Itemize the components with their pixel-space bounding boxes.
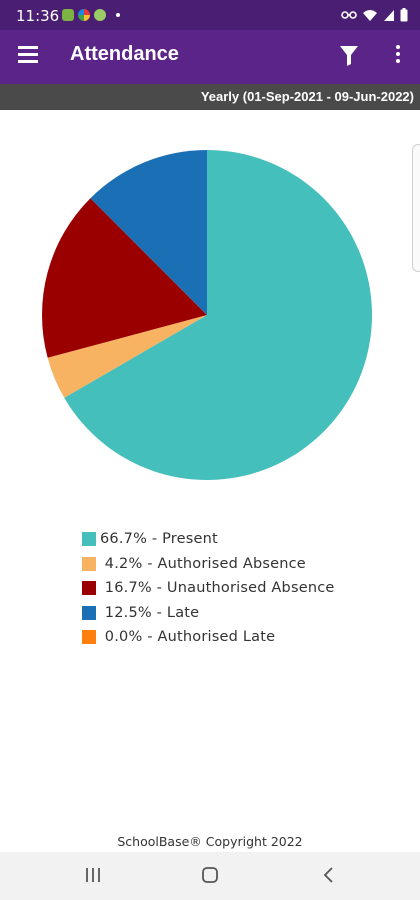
chart-legend: 66.7% - Present 4.2% - Authorised Absenc…: [82, 527, 335, 650]
legend-item: 66.7% - Present: [82, 527, 335, 552]
system-nav-bar: [0, 852, 420, 900]
legend-swatch: [82, 532, 96, 547]
hamburger-menu-icon[interactable]: [18, 46, 38, 63]
notification-icons: [62, 9, 120, 21]
legend-label: 66.7% - Present: [100, 531, 218, 548]
home-icon[interactable]: [201, 866, 219, 884]
signal-icon: [384, 9, 394, 21]
pie-slice-3[interactable]: [90, 150, 207, 315]
legend-label: 0.0% - Authorised Late: [100, 629, 276, 646]
attendance-pie-chart: [0, 110, 420, 510]
recent-apps-icon[interactable]: [84, 866, 102, 884]
pie-slice-1[interactable]: [47, 315, 208, 398]
system-icons: [341, 8, 408, 22]
legend-label: 12.5% - Late: [100, 604, 200, 621]
legend-label: 4.2% - Authorised Absence: [100, 555, 306, 572]
pie-chart-svg: [42, 150, 373, 480]
copyright-text: SchoolBase® Copyright 2022: [117, 834, 303, 849]
edge-panel-handle[interactable]: [412, 144, 420, 272]
status-bar: 11:36: [0, 0, 420, 30]
wifi-icon: [363, 9, 377, 21]
page-title: Attendance: [70, 43, 179, 65]
legend-swatch: [82, 581, 96, 596]
legend-item: 12.5% - Late: [82, 601, 335, 626]
period-label[interactable]: Yearly (01-Sep-2021 - 09-Jun-2022): [200, 89, 414, 104]
app-notification-icon: [94, 9, 106, 21]
legend-swatch: [82, 630, 96, 645]
legend-swatch: [82, 556, 96, 571]
filter-icon[interactable]: [340, 46, 358, 66]
more-notifications-dot-icon: [116, 13, 120, 17]
legend-swatch: [82, 605, 96, 620]
vpn-key-icon: [341, 11, 357, 19]
android-icon: [62, 9, 74, 21]
back-icon[interactable]: [320, 866, 338, 884]
legend-item: 4.2% - Authorised Absence: [82, 552, 335, 577]
legend-item: 0.0% - Authorised Late: [82, 625, 335, 650]
chrome-icon: [78, 9, 90, 21]
period-bar: Yearly (01-Sep-2021 - 09-Jun-2022): [0, 84, 420, 110]
legend-label: 16.7% - Unauthorised Absence: [100, 580, 335, 597]
pie-slice-2[interactable]: [42, 198, 207, 358]
legend-item: 16.7% - Unauthorised Absence: [82, 576, 335, 601]
app-bar: Attendance: [0, 30, 420, 84]
pie-slice-0[interactable]: [64, 150, 373, 480]
battery-icon: [400, 8, 408, 22]
status-time: 11:36: [16, 7, 60, 25]
more-options-icon[interactable]: [396, 45, 402, 66]
